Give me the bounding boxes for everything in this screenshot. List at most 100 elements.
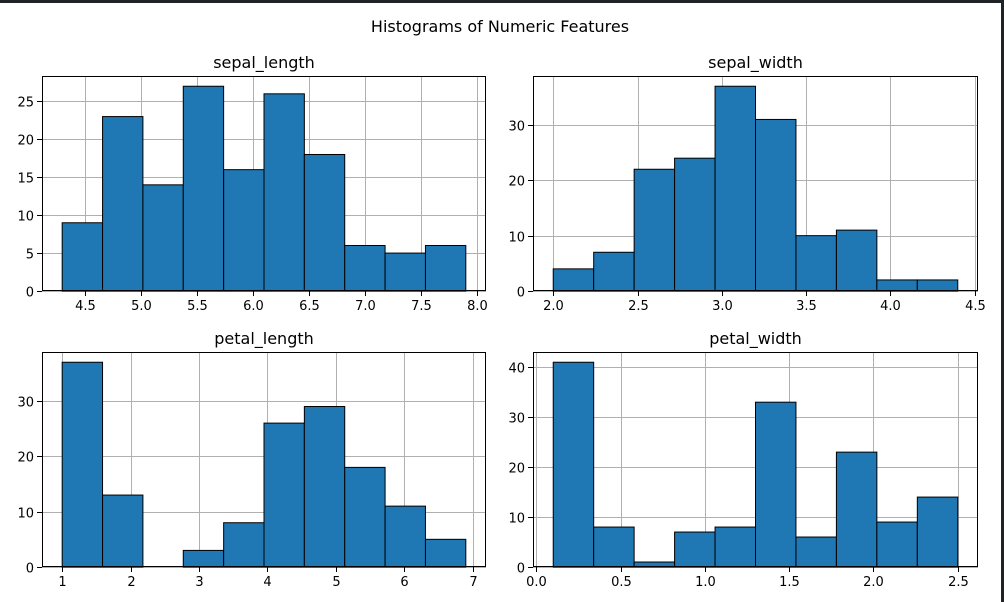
hist-sepal-width-xtick-label-1: 2.5 [628,299,649,314]
hist-petal-length-bar-6 [303,406,346,568]
hist-sepal-length-bar-7 [344,245,386,292]
hist-sepal-width-panel: 2.0 2.5 3.0 3.5 4.0 4.5 0 10 20 30 sepal_width [508,53,985,314]
hist-petal-length-ytick-label-0: 0 [26,562,34,577]
hist-petal-width-bar-0 [552,361,595,568]
hist-petal-length-xtick-label-0: 1 [58,575,66,590]
hist-sepal-width-bar-0 [552,268,595,292]
hist-sepal-width-xtick-label-3: 3.5 [796,299,817,314]
hist-petal-width-bar-5 [755,401,797,568]
hist-sepal-length-ytick-label-3: 15 [17,172,34,187]
hist-sepal-length-xtick-label-2: 5.5 [187,299,208,314]
hist-sepal-length-title: sepal_length [213,53,315,73]
hist-sepal-length-ytick-label-4: 20 [17,134,34,149]
hist-petal-width-xtick-label-3: 1.5 [779,575,800,590]
hist-petal-length-bar-4 [223,522,265,568]
hist-petal-length-bar-3 [182,549,225,568]
hist-sepal-width-xtick-label-0: 2.0 [543,299,564,314]
hist-sepal-width-ytick-label-0: 0 [517,286,525,301]
hist-petal-width-title: petal_width [709,329,802,349]
hist-sepal-length-bar-8 [384,252,426,292]
hist-petal-length-xtick-label-2: 3 [195,575,203,590]
hist-petal-length-bar-1 [102,494,144,568]
hist-sepal-length-xtick-label-5: 7.0 [355,299,376,314]
hist-sepal-width-bar-9 [916,279,959,292]
hist-sepal-width-bars [552,85,959,292]
hist-sepal-width-axes-frame [533,76,978,291]
hist-sepal-length-bar-0 [61,222,104,292]
hist-petal-width-bar-9 [916,496,959,568]
hist-sepal-width-bar-7 [835,229,878,292]
hist-petal-length-panel: 1 2 3 4 5 6 7 0 10 20 30 petal_length [17,329,486,590]
hist-petal-width-ytick-label-3: 30 [508,412,525,427]
hist-sepal-width-xtick-label-2: 3.0 [712,299,733,314]
hist-sepal-length-xtick-label-1: 5.0 [131,299,152,314]
hist-petal-length-xtick-label-5: 6 [400,575,408,590]
hist-sepal-length-bar-2 [142,184,184,292]
hist-sepal-length-bar-6 [303,153,346,292]
hist-petal-length-xtick-label-1: 2 [127,575,135,590]
hist-sepal-length-bars [61,85,467,292]
hist-sepal-length-xtick-label-7: 8.0 [467,299,488,314]
hist-petal-length-ytick-label-2: 20 [17,451,34,466]
hist-petal-length-bar-7 [344,466,386,568]
hist-petal-length-title: petal_length [214,329,314,349]
hist-sepal-length-xtick-label-3: 6.0 [243,299,264,314]
hist-sepal-length-bar-9 [424,245,467,292]
hist-sepal-length-xtick-label-0: 4.5 [75,299,96,314]
hist-petal-width-xtick-label-4: 2.0 [863,575,884,590]
hist-petal-length-bars [61,361,467,568]
hist-sepal-length-xtick-label-4: 6.5 [299,299,320,314]
hist-sepal-length-xtick-label-6: 7.5 [411,299,432,314]
hist-sepal-width-bar-2 [633,168,676,292]
hist-petal-width-bar-1 [593,526,635,568]
hist-sepal-length-panel: 4.5 5.0 5.5 6.0 6.5 7.0 7.5 8.0 0 5 10 15 20 25 sepal_… [17,53,487,314]
hist-sepal-width-title: sepal_width [708,53,803,73]
hist-petal-length-axes-frame [42,352,486,567]
hist-petal-length-xtick-label-4: 5 [332,575,340,590]
hist-petal-width-bar-7 [835,451,878,568]
hist-sepal-width-bar-8 [876,279,918,292]
hist-petal-width-panel: 0.0 0.5 1.0 1.5 2.0 2.5 0 10 20 30 40 petal_width [508,329,978,590]
hist-petal-width-xtick-label-2: 1.0 [695,575,716,590]
hist-sepal-length-ytick-label-0: 0 [26,286,34,301]
hist-sepal-length-bar-1 [102,116,144,292]
hist-sepal-length-bar-4 [223,169,265,292]
hist-sepal-width-ytick-label-2: 20 [508,175,525,190]
hist-petal-width-bars [552,361,959,568]
hist-petal-width-xtick-label-5: 2.5 [948,575,969,590]
hist-petal-length-bar-8 [384,505,426,568]
hist-petal-length-bar-0 [61,361,104,568]
hist-petal-length-bar-9 [424,538,467,568]
hist-petal-width-bar-6 [795,536,837,568]
hist-petal-width-ytick-label-2: 20 [508,462,525,477]
hist-petal-width-ytick-label-1: 10 [508,512,525,527]
hist-petal-width-bar-8 [876,521,918,568]
hist-petal-width-ytick-label-4: 40 [508,362,525,377]
hist-sepal-length-bar-5 [263,93,305,292]
hist-petal-width-ytick-label-0: 0 [517,562,525,577]
hist-petal-width-xtick-label-0: 0.0 [526,575,547,590]
histogram-figure: Histograms of Numeric Features 4.5 5.0 5.5… [17,17,985,590]
hist-sepal-length-ytick-label-1: 5 [26,248,34,263]
hist-sepal-width-bar-4 [714,85,756,292]
hist-petal-length-bar-5 [263,422,305,568]
hist-sepal-width-ytick-label-1: 10 [508,231,525,246]
hist-sepal-length-ytick-label-2: 10 [17,210,34,225]
hist-sepal-width-xtick-label-5: 4.5 [965,299,986,314]
hist-sepal-length-ytick-label-5: 25 [17,96,34,111]
figure-title: Histograms of Numeric Features [371,17,629,36]
hist-sepal-width-bar-5 [755,118,797,292]
hist-petal-length-xtick-label-3: 4 [263,575,271,590]
hist-sepal-width-bar-6 [795,235,837,292]
hist-sepal-length-axes-frame [42,76,486,291]
hist-sepal-width-xtick-label-4: 4.0 [880,299,901,314]
hist-sepal-width-bar-1 [593,251,635,292]
hist-petal-width-axes-frame [533,352,978,567]
hist-petal-length-xtick-label-6: 7 [469,575,477,590]
hist-petal-length-ytick-label-3: 30 [17,396,34,411]
hist-petal-width-xtick-label-1: 0.5 [611,575,632,590]
hist-sepal-width-bar-3 [674,157,716,292]
hist-sepal-width-ytick-label-3: 30 [508,120,525,135]
hist-petal-length-ytick-label-1: 10 [17,507,34,522]
